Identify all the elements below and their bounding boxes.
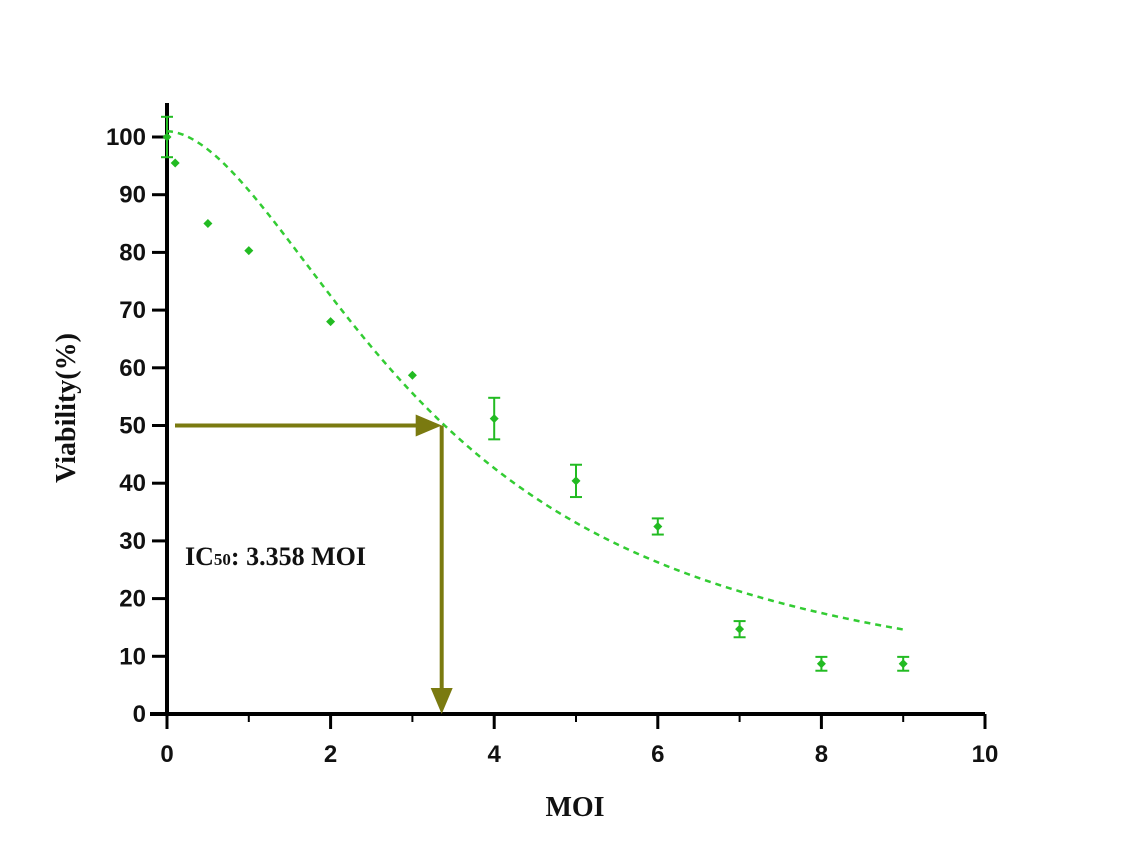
- fit-curve-group: [166, 129, 904, 631]
- data-point-4: [326, 317, 336, 327]
- y-tick-label-90: 90: [119, 182, 146, 209]
- x-tick-label-6: 6: [651, 741, 664, 768]
- data-point-2: [203, 219, 213, 229]
- ic50-annotation-subscript: 50: [214, 550, 231, 569]
- x-axis-title: MOI: [545, 792, 604, 823]
- data-point-8: [653, 521, 663, 531]
- y-tick-label-40: 40: [119, 470, 146, 497]
- data-points: [161, 115, 910, 672]
- ic50-annotation: IC50: 3.358 MOI: [185, 542, 366, 571]
- data-point-0: [162, 132, 172, 142]
- y-tick-label-100: 100: [106, 124, 146, 151]
- y-tick-label-70: 70: [119, 297, 146, 324]
- ic50-marker: [175, 414, 453, 714]
- data-point-3: [244, 246, 254, 256]
- ic50-vertical-arrow-head: [430, 688, 453, 714]
- y-tick-label-10: 10: [119, 643, 146, 670]
- fit-curve: [166, 129, 904, 631]
- ic50-annotation-suffix: : 3.358 MOI: [231, 542, 366, 571]
- x-tick-label-0: 0: [160, 741, 173, 768]
- data-point-5: [407, 370, 417, 380]
- x-tick-label-2: 2: [324, 741, 337, 768]
- x-tick-label-8: 8: [815, 741, 828, 768]
- y-axis-title: Viability(%): [51, 333, 82, 483]
- x-tick-label-10: 10: [972, 741, 999, 768]
- data-point-7: [571, 476, 581, 486]
- y-tick-label-60: 60: [119, 355, 146, 382]
- data-point-6: [489, 414, 499, 424]
- ic50-annotation-prefix: IC: [185, 542, 214, 571]
- data-point-9: [735, 624, 745, 634]
- ic50-horizontal-arrow-head: [415, 414, 442, 437]
- y-tick-label-20: 20: [119, 586, 146, 613]
- y-tick-label-0: 0: [133, 701, 146, 728]
- y-tick-label-80: 80: [119, 239, 146, 266]
- y-tick-label-50: 50: [119, 413, 146, 440]
- data-point-10: [816, 659, 826, 669]
- x-tick-label-4: 4: [488, 741, 502, 768]
- axes: 0 10 20 30 40 50 60 70 80 90 100 0 2 4 6 8 10: [106, 103, 998, 768]
- y-tick-label-30: 30: [119, 528, 146, 555]
- data-point-11: [898, 659, 908, 669]
- data-point-1: [170, 158, 180, 168]
